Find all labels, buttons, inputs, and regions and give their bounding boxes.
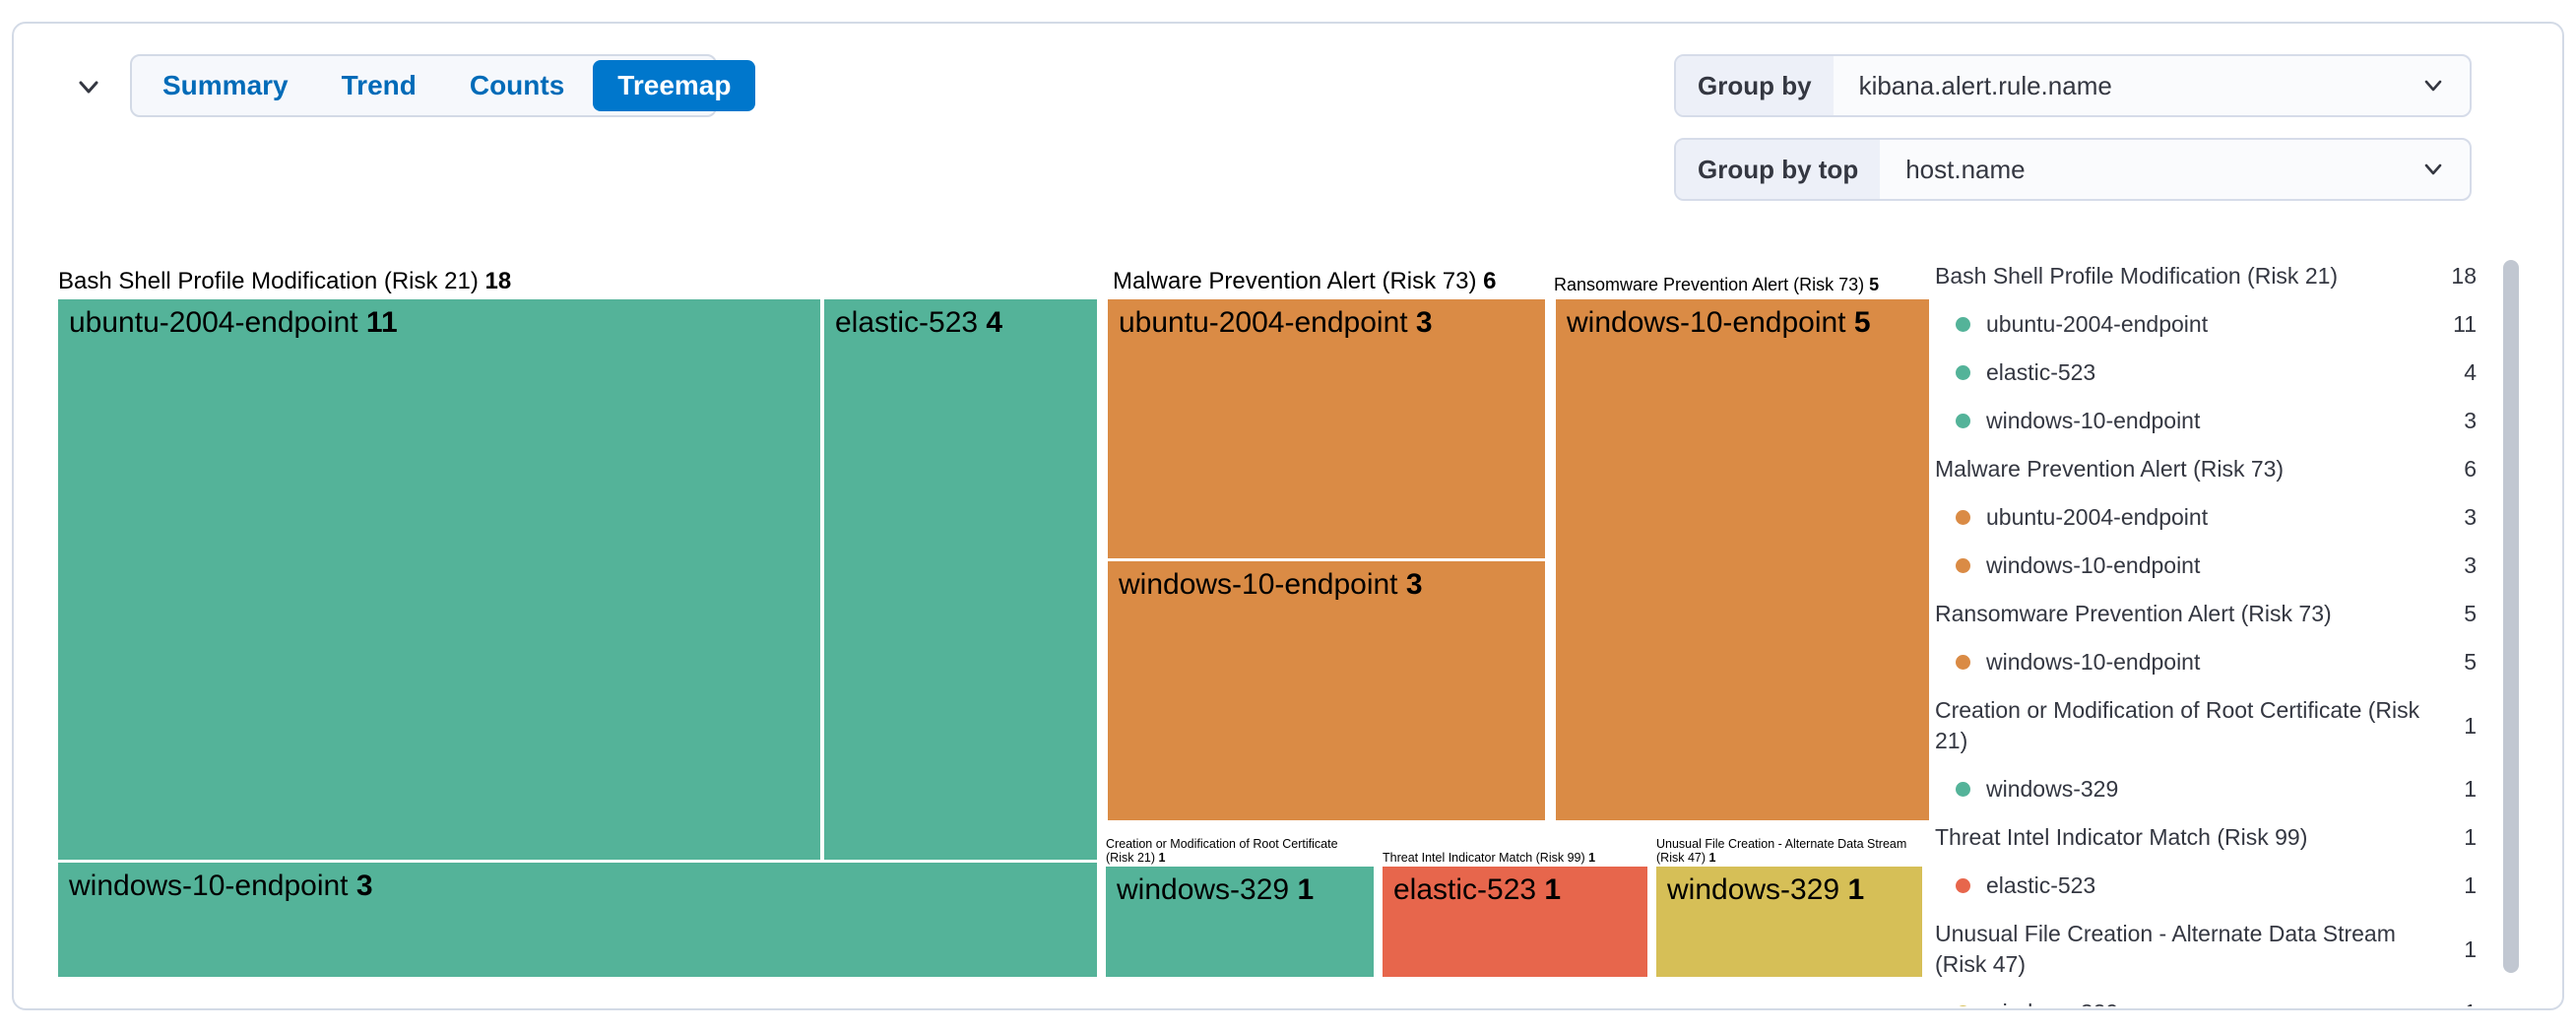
- legend-item-label: ubuntu-2004-endpoint: [1986, 504, 2209, 530]
- legend-item-row[interactable]: windows-329 1: [1935, 989, 2486, 1006]
- legend-scrollbar: [2503, 260, 2519, 973]
- group-by-prepend-label: Group by: [1676, 56, 1834, 115]
- treemap-tile[interactable]: windows-10-endpoint 3: [1108, 561, 1545, 820]
- legend-color-dot-icon: [1956, 317, 1970, 332]
- legend-group-row[interactable]: Creation or Modification of Root Certifi…: [1935, 686, 2486, 765]
- legend-item-label: windows-329: [1986, 998, 2118, 1006]
- legend-group-row[interactable]: Unusual File Creation - Alternate Data S…: [1935, 910, 2486, 989]
- legend-count: 18: [2451, 263, 2477, 289]
- group-by-top-select[interactable]: Group by top host.name: [1674, 138, 2472, 201]
- treemap-tile[interactable]: windows-329 1: [1106, 867, 1374, 977]
- alerts-treemap-chart: Bash Shell Profile Modification (Risk 21…: [58, 258, 1934, 979]
- legend-item-label: windows-10-endpoint: [1986, 408, 2201, 433]
- treemap-group-header: Creation or Modification of Root Certifi…: [1106, 837, 1338, 865]
- legend-count: 3: [2464, 552, 2477, 578]
- legend-count: 5: [2464, 601, 2477, 626]
- legend-group-row[interactable]: Malware Prevention Alert (Risk 73) 6: [1935, 445, 2486, 493]
- legend-color-dot-icon: [1956, 782, 1970, 797]
- treemap-tile[interactable]: windows-329 1: [1656, 867, 1922, 977]
- legend-scrollbar-thumb[interactable]: [2503, 260, 2519, 973]
- legend-group-row[interactable]: Ransomware Prevention Alert (Risk 73) 5: [1935, 590, 2486, 638]
- treemap-group-header: Bash Shell Profile Modification (Risk 21…: [58, 268, 512, 294]
- legend-item-label: ubuntu-2004-endpoint: [1986, 311, 2209, 337]
- legend-item-label: windows-10-endpoint: [1986, 649, 2201, 675]
- treemap-legend: Bash Shell Profile Modification (Risk 21…: [1935, 252, 2486, 1006]
- legend-color-dot-icon: [1956, 558, 1970, 573]
- treemap-group-header: Threat Intel Indicator Match (Risk 99) 1: [1383, 851, 1596, 865]
- legend-group-label: Unusual File Creation - Alternate Data S…: [1935, 921, 2396, 977]
- tab-trend[interactable]: Trend: [317, 60, 441, 111]
- treemap-tile[interactable]: windows-10-endpoint 3: [58, 863, 1097, 977]
- treemap-tile[interactable]: ubuntu-2004-endpoint 3: [1108, 299, 1545, 558]
- collapse-panel-button[interactable]: [63, 61, 114, 112]
- legend-group-label: Malware Prevention Alert (Risk 73): [1935, 456, 2285, 482]
- legend-item-label: elastic-523: [1986, 872, 2096, 898]
- legend-count: 1: [2464, 824, 2477, 850]
- legend-count: 3: [2464, 408, 2477, 433]
- treemap-tile[interactable]: elastic-523 4: [824, 299, 1097, 860]
- legend-count: 5: [2464, 649, 2477, 675]
- tab-treemap[interactable]: Treemap: [593, 60, 756, 111]
- legend-count: 1: [2464, 776, 2477, 802]
- legend-count: 1: [2464, 935, 2477, 962]
- group-by-select[interactable]: Group by kibana.alert.rule.name: [1674, 54, 2472, 117]
- legend-group-label: Bash Shell Profile Modification (Risk 21…: [1935, 263, 2339, 289]
- legend-item-label: windows-10-endpoint: [1986, 552, 2201, 578]
- treemap-group-header: Unusual File Creation - Alternate Data S…: [1656, 837, 1907, 865]
- legend-group-row[interactable]: Threat Intel Indicator Match (Risk 99) 1: [1935, 813, 2486, 862]
- legend-item-row[interactable]: windows-10-endpoint 3: [1935, 542, 2486, 590]
- legend-color-dot-icon: [1956, 414, 1970, 428]
- legend-color-dot-icon: [1956, 365, 1970, 380]
- legend-item-row[interactable]: elastic-523 1: [1935, 862, 2486, 910]
- legend-count: 1: [2443, 998, 2486, 1006]
- legend-group-row[interactable]: Bash Shell Profile Modification (Risk 21…: [1935, 252, 2486, 300]
- treemap-tile[interactable]: ubuntu-2004-endpoint 11: [58, 299, 820, 860]
- legend-item-label: elastic-523: [1986, 359, 2096, 385]
- chevron-down-icon: [74, 72, 103, 101]
- chart-select-tab-group: Summary Trend Counts Treemap: [130, 54, 756, 117]
- legend-color-dot-icon: [1956, 655, 1970, 670]
- legend-group-label: Threat Intel Indicator Match (Risk 99): [1935, 824, 2308, 850]
- legend-group-label: Creation or Modification of Root Certifi…: [1935, 697, 2420, 753]
- legend-color-dot-icon: [1956, 1005, 1970, 1006]
- legend-group-label: Ransomware Prevention Alert (Risk 73): [1935, 601, 2332, 626]
- group-by-top-prepend-label: Group by top: [1676, 140, 1881, 199]
- treemap-group-header: Ransomware Prevention Alert (Risk 73) 5: [1554, 275, 1880, 294]
- legend-count: 4: [2464, 359, 2477, 385]
- treemap-tile[interactable]: elastic-523 1: [1383, 867, 1647, 977]
- alerts-visualization-panel: Summary Trend Counts Treemap Group by kiban…: [12, 22, 2564, 1010]
- legend-count: 1: [2464, 712, 2477, 739]
- legend-count: 3: [2464, 504, 2477, 530]
- legend-item-label: windows-329: [1986, 776, 2119, 802]
- legend-item-row[interactable]: elastic-523 4: [1935, 349, 2486, 397]
- legend-item-row[interactable]: ubuntu-2004-endpoint 11: [1935, 300, 2486, 349]
- chevron-down-icon: [2420, 140, 2470, 199]
- group-by-value: kibana.alert.rule.name: [1858, 70, 2112, 100]
- legend-count: 11: [2453, 311, 2477, 337]
- legend-color-dot-icon: [1956, 878, 1970, 893]
- legend-count: 6: [2464, 456, 2477, 482]
- treemap-group-header: Malware Prevention Alert (Risk 73) 6: [1113, 268, 1497, 294]
- legend-item-row[interactable]: ubuntu-2004-endpoint 3: [1935, 493, 2486, 542]
- tab-counts[interactable]: Counts: [445, 60, 589, 111]
- legend-item-row[interactable]: windows-329 1: [1935, 765, 2486, 813]
- chevron-down-icon: [2420, 56, 2470, 115]
- legend-item-row[interactable]: windows-10-endpoint 5: [1935, 638, 2486, 686]
- tab-summary[interactable]: Summary: [138, 60, 313, 111]
- legend-color-dot-icon: [1956, 510, 1970, 525]
- legend-item-row[interactable]: windows-10-endpoint 3: [1935, 397, 2486, 445]
- legend-count: 1: [2464, 872, 2477, 898]
- group-by-top-value: host.name: [1905, 154, 2026, 184]
- treemap-tile[interactable]: windows-10-endpoint 5: [1556, 299, 1929, 820]
